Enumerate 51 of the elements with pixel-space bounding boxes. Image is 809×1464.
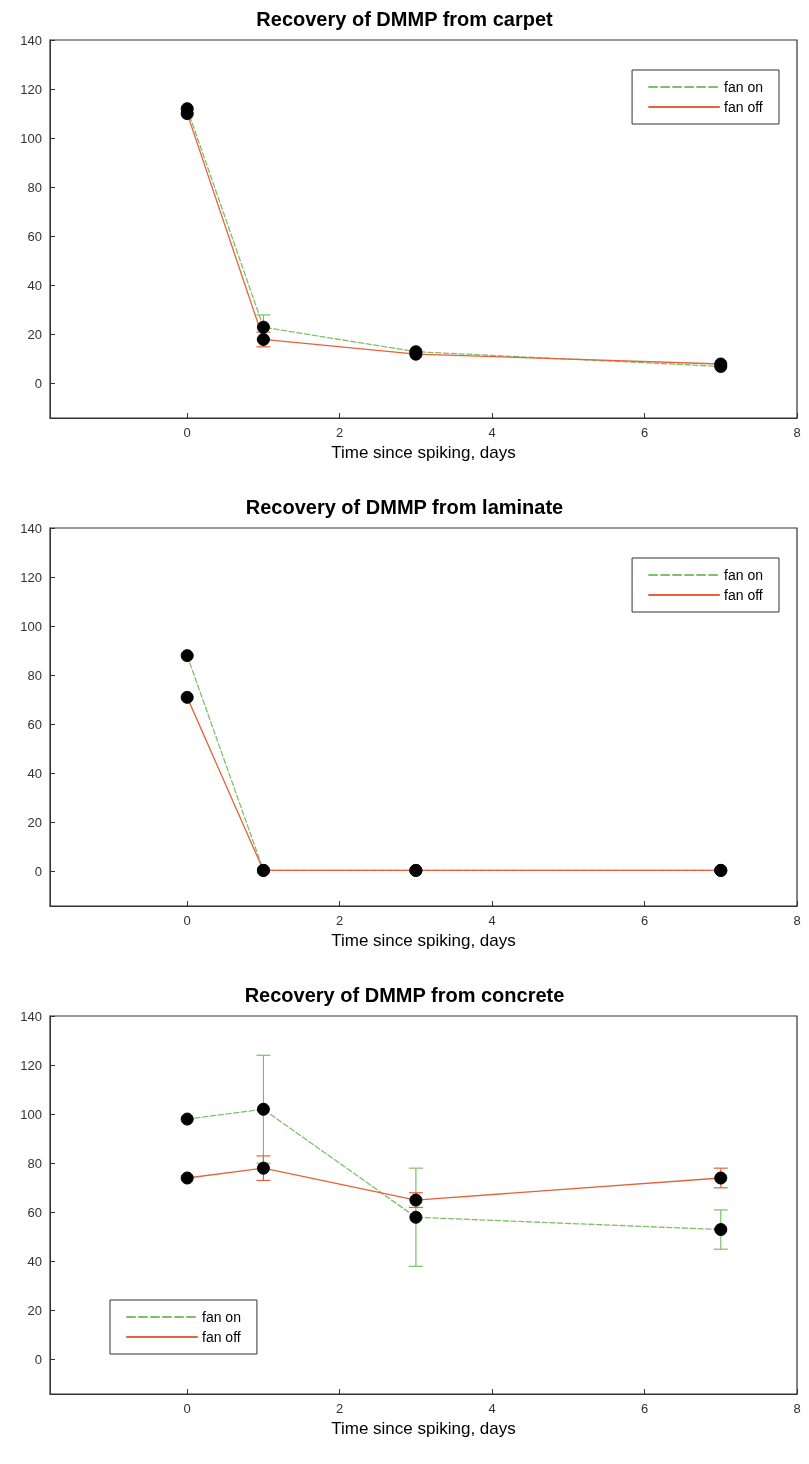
x-tick-label: 6: [640, 1401, 649, 1416]
y-tick-label: 80: [27, 1155, 42, 1171]
y-tick-label: 140: [20, 520, 42, 536]
x-tick-label: 8: [793, 425, 801, 440]
y-tick-label: 120: [20, 569, 42, 585]
y-tick-label: 0: [34, 1352, 42, 1368]
x-tick-label: 4: [488, 1401, 496, 1416]
legend-label: fan off: [202, 1329, 241, 1345]
x-tick-label: 8: [793, 1401, 801, 1416]
x-tick-label: 2: [336, 1401, 344, 1416]
legend-label: fan off: [724, 99, 763, 115]
x-tick-label: 0: [183, 913, 191, 928]
x-axis-title: Time since spiking, days: [331, 442, 516, 462]
x-tick-label: 4: [488, 425, 496, 440]
legend-label: fan on: [724, 567, 764, 583]
y-tick-label: 60: [27, 1204, 42, 1220]
y-tick-label: 80: [27, 667, 42, 683]
x-tick-label: 0: [183, 425, 191, 440]
x-tick-label: 8: [793, 913, 801, 928]
y-tick-label: 120: [20, 1057, 42, 1073]
x-tick-label: 6: [640, 425, 649, 440]
y-tick-label: 40: [27, 765, 42, 781]
x-tick-label: 2: [336, 425, 344, 440]
y-tick-label: 100: [20, 130, 42, 146]
y-tick-label: 120: [20, 81, 42, 97]
x-tick-label: 6: [640, 913, 649, 928]
y-tick-label: 40: [27, 277, 42, 293]
x-tick-label: 0: [183, 1401, 191, 1416]
chart-title: Recovery of DMMP from concrete: [244, 984, 565, 1006]
legend-label: fan on: [202, 1309, 241, 1325]
y-tick-label: 140: [20, 1008, 42, 1024]
legend-label: fan on: [724, 79, 764, 95]
y-tick-label: 40: [27, 1253, 42, 1269]
chart-title: Recovery of DMMP from carpet: [256, 8, 554, 30]
x-axis-title: Time since spiking, days: [331, 1418, 516, 1438]
y-tick-label: 20: [27, 1303, 42, 1319]
y-tick-label: 140: [20, 32, 42, 48]
chart-title: Recovery of DMMP from laminate: [245, 496, 564, 518]
y-tick-label: 60: [27, 716, 42, 732]
x-tick-label: 2: [336, 913, 344, 928]
y-tick-label: 0: [34, 864, 42, 880]
y-tick-label: 100: [20, 618, 42, 634]
y-tick-label: 60: [27, 228, 42, 244]
y-tick-label: 100: [20, 1106, 42, 1122]
y-tick-label: 20: [27, 327, 42, 343]
x-tick-label: 4: [488, 913, 496, 928]
legend-label: fan off: [724, 587, 763, 603]
y-tick-label: 0: [34, 376, 42, 392]
y-tick-label: 20: [27, 815, 42, 831]
y-tick-label: 80: [27, 179, 42, 195]
x-axis-title: Time since spiking, days: [331, 930, 516, 950]
